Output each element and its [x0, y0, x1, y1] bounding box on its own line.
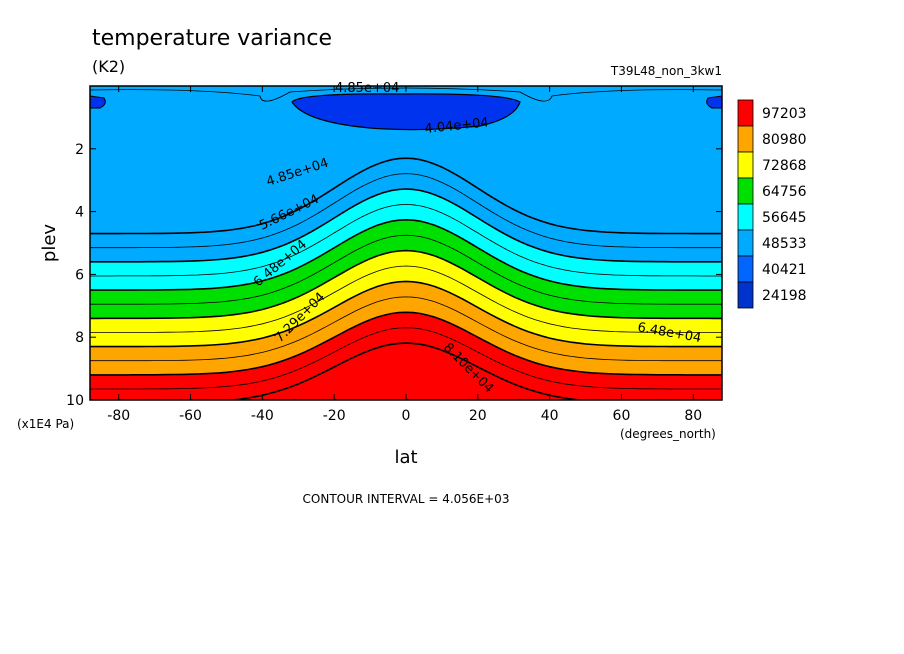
run-id: T39L48_non_3kw1: [610, 64, 722, 78]
colorbar-swatch: [737, 255, 754, 283]
upper-minimum-regions: [90, 87, 722, 131]
x-tick-label: 80: [684, 408, 702, 424]
x-tick-label: 40: [541, 408, 559, 424]
contour-line: [90, 173, 722, 249]
contour-line: [90, 311, 722, 376]
upper-contour-line: [90, 87, 722, 102]
contour-line: [90, 203, 722, 277]
colorbar: 97203 80980 72868 64756 56645 48533 40421 24198: [737, 99, 807, 309]
colorbar-swatch: [737, 229, 754, 257]
x-tick-label: 60: [613, 408, 631, 424]
colorbar-label: 40421: [762, 262, 807, 278]
colorbar-label: 56645: [762, 210, 807, 226]
chart-title: temperature variance: [92, 26, 332, 51]
upper-minimum-left: [90, 95, 106, 109]
y-tick-label: 8: [75, 330, 84, 346]
contour-line: [90, 249, 722, 320]
x-tick-label: 20: [469, 408, 487, 424]
colorbar-swatch: [737, 151, 754, 179]
x-axis-units: (degrees_north): [620, 427, 716, 441]
colorbar-swatch: [737, 125, 754, 153]
colorbar-swatch: [737, 281, 754, 309]
contour-band: [232, 343, 580, 400]
y-tick-label: 6: [75, 267, 84, 283]
y-tick-label: 4: [75, 205, 84, 221]
contour-line: [90, 157, 722, 235]
y-axis-label: plev: [39, 224, 60, 263]
contour-fills: [90, 157, 722, 400]
contour-label: 4.85e+04: [335, 81, 399, 96]
x-tick-label: -80: [107, 408, 130, 424]
x-axis: -80 -60 -40 -20 0 20 40 60 80: [107, 86, 702, 424]
contour-line: [90, 234, 722, 305]
y-tick-label: 10: [66, 393, 84, 409]
colorbar-label: 72868: [762, 158, 807, 174]
x-tick-label: -60: [179, 408, 202, 424]
x-tick-label: -20: [323, 408, 346, 424]
chart-units: (K2): [92, 57, 125, 76]
upper-minimum-center: [291, 93, 521, 131]
contour-line: [90, 296, 722, 362]
colorbar-label: 48533: [762, 236, 807, 252]
contour-line: [90, 188, 722, 263]
x-tick-label: -40: [251, 408, 274, 424]
colorbar-label: 64756: [762, 184, 807, 200]
contour-line: [90, 280, 722, 348]
contour-line: [90, 265, 722, 333]
contour-interval: CONTOUR INTERVAL = 4.056E+03: [303, 492, 510, 506]
contour-line: [90, 327, 722, 390]
colorbar-label: 97203: [762, 106, 807, 122]
x-axis-label: lat: [394, 447, 417, 468]
contour-line: [90, 218, 722, 291]
colorbar-swatch: [737, 99, 754, 127]
y-axis-units: (x1E4 Pa): [17, 417, 74, 431]
contour-line: [224, 342, 588, 400]
colorbar-swatch: [737, 177, 754, 205]
x-tick-label: 0: [402, 408, 411, 424]
colorbar-swatch: [737, 203, 754, 231]
colorbar-label: 80980: [762, 132, 807, 148]
y-tick-label: 2: [75, 142, 84, 158]
upper-minimum-right: [706, 95, 722, 109]
colorbar-label: 24198: [762, 288, 807, 304]
contour-label: 4.04e+04: [424, 115, 490, 137]
y-axis: 2 4 6 8 10: [66, 142, 722, 409]
